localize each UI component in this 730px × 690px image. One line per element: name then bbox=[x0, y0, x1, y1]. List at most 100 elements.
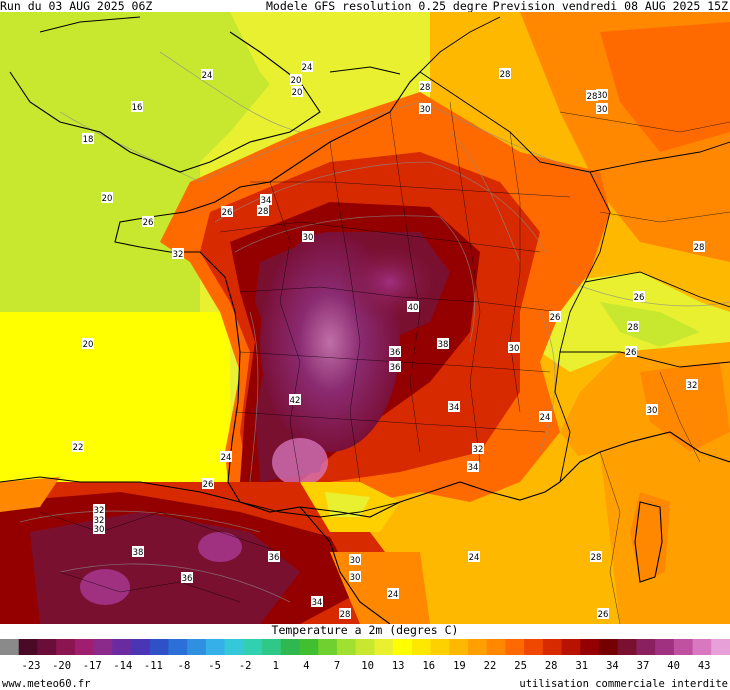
legend-tick: 28 bbox=[544, 660, 558, 672]
svg-text:16: 16 bbox=[132, 103, 143, 113]
legend-tick: 1 bbox=[272, 660, 279, 672]
svg-text:24: 24 bbox=[202, 71, 213, 81]
temperature-label: 24 bbox=[201, 69, 213, 81]
svg-text:36: 36 bbox=[182, 574, 193, 584]
temperature-label: 28 bbox=[586, 90, 598, 102]
legend-tick: 22 bbox=[483, 660, 497, 672]
legend-tick: -23 bbox=[21, 660, 41, 672]
svg-text:28: 28 bbox=[500, 70, 511, 80]
temperature-label: 34 bbox=[448, 401, 460, 413]
svg-text:34: 34 bbox=[261, 196, 272, 206]
legend-tick: 34 bbox=[606, 660, 619, 672]
color-scale-step bbox=[673, 639, 694, 655]
temperature-label: 32 bbox=[93, 514, 105, 526]
temperature-label: 34 bbox=[260, 194, 272, 206]
temperature-label: 32 bbox=[472, 443, 484, 455]
legend-tick: 19 bbox=[453, 660, 466, 672]
alps-coldest-band bbox=[600, 302, 700, 347]
temperature-label: 36 bbox=[389, 361, 401, 373]
color-scale-step bbox=[93, 639, 113, 655]
temperature-label: 32 bbox=[686, 379, 698, 391]
svg-text:24: 24 bbox=[302, 63, 313, 73]
legend-tick: 25 bbox=[514, 660, 527, 672]
temperature-label: 42 bbox=[289, 394, 301, 406]
svg-text:26: 26 bbox=[143, 218, 154, 228]
temperature-label: 16 bbox=[131, 101, 143, 113]
color-scale-step bbox=[205, 639, 226, 655]
temperature-label: 30 bbox=[596, 89, 608, 101]
color-scale-step bbox=[711, 639, 730, 655]
svg-text:36: 36 bbox=[269, 553, 280, 563]
temperature-label: 26 bbox=[142, 216, 154, 228]
po-valley-zone bbox=[640, 362, 730, 452]
legend-title: Temperature a 2m (degres C) bbox=[271, 623, 459, 637]
svg-text:30: 30 bbox=[509, 344, 520, 354]
legend-tick: 13 bbox=[391, 660, 405, 672]
color-scale-step bbox=[336, 639, 357, 655]
temperature-label: 30 bbox=[508, 342, 520, 354]
germany-hotter-zone bbox=[600, 22, 730, 152]
svg-text:28: 28 bbox=[420, 83, 431, 93]
color-scale-step bbox=[318, 639, 338, 655]
temperature-label: 32 bbox=[172, 248, 184, 260]
legend-tick: 16 bbox=[422, 660, 436, 672]
temperature-label: 26 bbox=[633, 291, 645, 303]
color-scale-step bbox=[262, 639, 282, 655]
temperature-label: 18 bbox=[82, 133, 94, 145]
legend-tick-labels: -23 -20 -17 -14 -11 -8 -5 -2 1 4 7 10 13 16 19 22 25 28 31… bbox=[0, 660, 730, 672]
color-scale-step bbox=[542, 639, 563, 655]
color-scale-step bbox=[355, 639, 375, 655]
svg-text:24: 24 bbox=[388, 590, 399, 600]
color-scale-step bbox=[56, 639, 76, 655]
temperature-map[interactable]: 24 24 20 20 16 18 20 26 26 28 28 28 30 30 30 30 32 34 36 36… bbox=[0, 12, 730, 624]
color-scale-step bbox=[486, 639, 506, 655]
svg-text:18: 18 bbox=[83, 135, 94, 145]
color-scale-step bbox=[617, 639, 638, 655]
color-scale-step bbox=[655, 639, 675, 655]
site-credit: www.meteo60.fr bbox=[2, 678, 91, 690]
atlantic-mild-zone bbox=[0, 312, 230, 492]
color-scale-step bbox=[636, 639, 656, 655]
temperature-label: 20 bbox=[101, 192, 113, 204]
temperature-label: 24 bbox=[387, 588, 399, 600]
temperature-label: 28 bbox=[499, 68, 511, 80]
temperature-label: 26 bbox=[221, 206, 233, 218]
centre-peak-zone bbox=[340, 242, 440, 322]
svg-text:28: 28 bbox=[340, 610, 351, 620]
temperature-label: 30 bbox=[646, 404, 658, 416]
color-scale-step bbox=[37, 639, 57, 655]
temperature-label: 24 bbox=[539, 411, 551, 423]
color-scale-step bbox=[131, 639, 151, 655]
svg-text:42: 42 bbox=[290, 396, 301, 406]
map-header: Run du 03 AUG 2025 06Z Modele GFS resolu… bbox=[0, 0, 730, 12]
coastlines bbox=[0, 16, 730, 624]
color-scale-step bbox=[393, 639, 413, 655]
legend-tick: -11 bbox=[143, 660, 163, 672]
temperature-label: 24 bbox=[301, 61, 313, 73]
temperature-label: 28 bbox=[257, 205, 269, 217]
north-sea-zone bbox=[230, 12, 430, 122]
svg-text:30: 30 bbox=[350, 556, 361, 566]
svg-text:26: 26 bbox=[203, 480, 214, 490]
legend-tick: 31 bbox=[575, 660, 589, 672]
temperature-label: 30 bbox=[419, 103, 431, 115]
svg-text:30: 30 bbox=[597, 91, 608, 101]
temperature-label: 20 bbox=[82, 338, 94, 350]
color-scale-step bbox=[0, 639, 20, 655]
temperature-label: 28 bbox=[419, 81, 431, 93]
svg-text:28: 28 bbox=[628, 323, 639, 333]
svg-text:20: 20 bbox=[291, 76, 302, 86]
svg-text:32: 32 bbox=[94, 506, 105, 516]
temperature-label: 38 bbox=[437, 338, 449, 350]
color-scale-step bbox=[467, 639, 488, 655]
catalonia-zone bbox=[330, 552, 430, 624]
legend-tick: 4 bbox=[303, 660, 310, 672]
legend-tick: 10 bbox=[361, 660, 374, 672]
temperature-label: 24 bbox=[220, 451, 232, 463]
color-scale-step bbox=[280, 639, 301, 655]
temperature-label: 40 bbox=[407, 301, 419, 313]
run-time-label: Run du 03 AUG 2025 06Z bbox=[0, 0, 153, 13]
color-scale-step bbox=[74, 639, 95, 655]
temperature-label: 34 bbox=[467, 461, 479, 473]
svg-text:30: 30 bbox=[420, 105, 431, 115]
